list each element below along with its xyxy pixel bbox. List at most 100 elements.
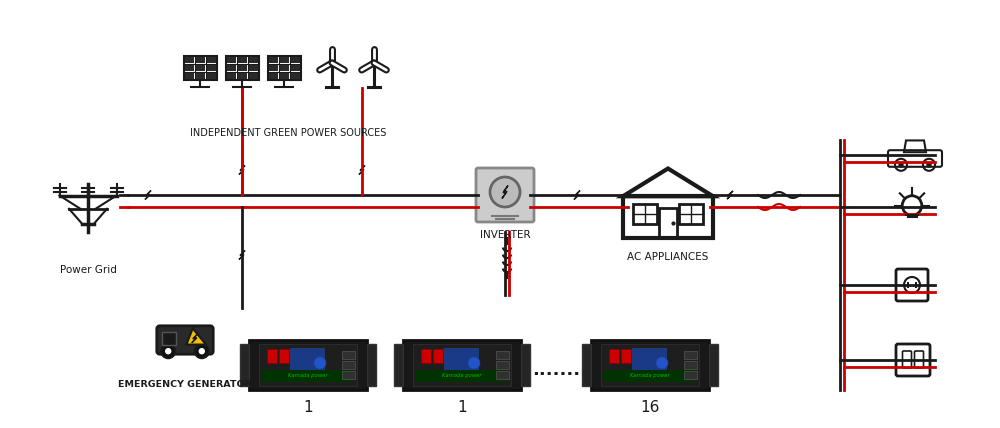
Text: Kamada power: Kamada power (630, 374, 670, 378)
Text: Power Grid: Power Grid (60, 265, 116, 275)
Bar (604, 370, 694, 382)
Circle shape (371, 60, 377, 66)
FancyBboxPatch shape (157, 326, 213, 354)
Bar (609, 349, 619, 363)
Bar (184, 65, 194, 71)
Bar (421, 349, 431, 363)
Polygon shape (502, 185, 508, 199)
Polygon shape (239, 250, 245, 259)
Bar (496, 371, 509, 379)
Circle shape (314, 357, 326, 369)
Circle shape (468, 357, 480, 369)
Bar (915, 282, 917, 288)
Bar (196, 65, 205, 71)
Bar (238, 73, 246, 79)
Bar (238, 57, 246, 63)
Text: 1: 1 (303, 400, 313, 415)
Polygon shape (186, 328, 206, 345)
Bar (659, 208, 677, 238)
Bar (226, 57, 236, 63)
Bar (632, 348, 666, 370)
Bar (633, 204, 657, 224)
Bar (268, 56, 300, 80)
Bar (367, 344, 376, 386)
Bar (268, 65, 278, 71)
Circle shape (899, 163, 903, 167)
Bar (709, 344, 718, 386)
Bar (601, 344, 699, 386)
Bar (496, 351, 509, 359)
Text: INVERTER: INVERTER (480, 230, 530, 240)
Bar (342, 351, 355, 359)
Bar (444, 348, 478, 370)
Bar (184, 56, 216, 80)
Circle shape (195, 344, 209, 358)
Polygon shape (239, 166, 245, 175)
Circle shape (656, 357, 668, 369)
Bar (403, 340, 521, 390)
Bar (684, 351, 697, 359)
Text: Kamada power: Kamada power (442, 374, 482, 378)
Circle shape (161, 344, 175, 358)
Bar (226, 73, 236, 79)
Bar (290, 348, 324, 370)
Bar (521, 344, 530, 386)
Bar (262, 370, 352, 382)
Bar (280, 65, 288, 71)
Text: Kamada power: Kamada power (288, 374, 328, 378)
Bar (496, 361, 509, 369)
Bar (290, 65, 300, 71)
Circle shape (927, 163, 931, 167)
Bar (280, 73, 288, 79)
Bar (684, 371, 697, 379)
Bar (226, 56, 258, 80)
Bar (226, 65, 236, 71)
Bar (248, 73, 258, 79)
Bar (280, 57, 288, 63)
Bar (196, 57, 205, 63)
Bar (279, 349, 289, 363)
Bar (248, 57, 258, 63)
Bar (207, 65, 216, 71)
Bar (249, 340, 367, 390)
Bar (290, 73, 300, 79)
Circle shape (329, 60, 335, 66)
Bar (207, 73, 216, 79)
Bar (413, 344, 511, 386)
Bar (684, 361, 697, 369)
Text: 1: 1 (457, 400, 467, 415)
Bar (582, 344, 591, 386)
Bar (623, 196, 713, 238)
Bar (416, 370, 506, 382)
Bar (342, 361, 355, 369)
Text: INDEPENDENT GREEN POWER SOURCES: INDEPENDENT GREEN POWER SOURCES (190, 128, 386, 138)
Bar (240, 344, 249, 386)
Bar (248, 65, 258, 71)
Bar (342, 371, 355, 379)
Text: EMERGENCY GENERATOR: EMERGENCY GENERATOR (118, 380, 252, 389)
Bar (267, 349, 277, 363)
Circle shape (166, 349, 171, 354)
Bar (621, 349, 631, 363)
FancyBboxPatch shape (476, 168, 534, 222)
Bar (196, 73, 205, 79)
Circle shape (490, 177, 520, 207)
Polygon shape (145, 190, 151, 199)
Polygon shape (574, 190, 580, 199)
Polygon shape (359, 166, 365, 175)
Text: 16: 16 (640, 400, 660, 415)
Bar (591, 340, 709, 390)
Polygon shape (727, 191, 733, 199)
Bar (394, 344, 403, 386)
Bar (268, 73, 278, 79)
Bar (238, 65, 246, 71)
Bar (679, 204, 703, 224)
Bar (259, 344, 357, 386)
Bar (268, 57, 278, 63)
Text: AC APPLIANCES: AC APPLIANCES (627, 252, 709, 262)
Bar (433, 349, 443, 363)
Bar (184, 57, 194, 63)
Circle shape (199, 349, 204, 354)
Text: .......: ....... (532, 361, 580, 379)
Bar (162, 332, 176, 345)
